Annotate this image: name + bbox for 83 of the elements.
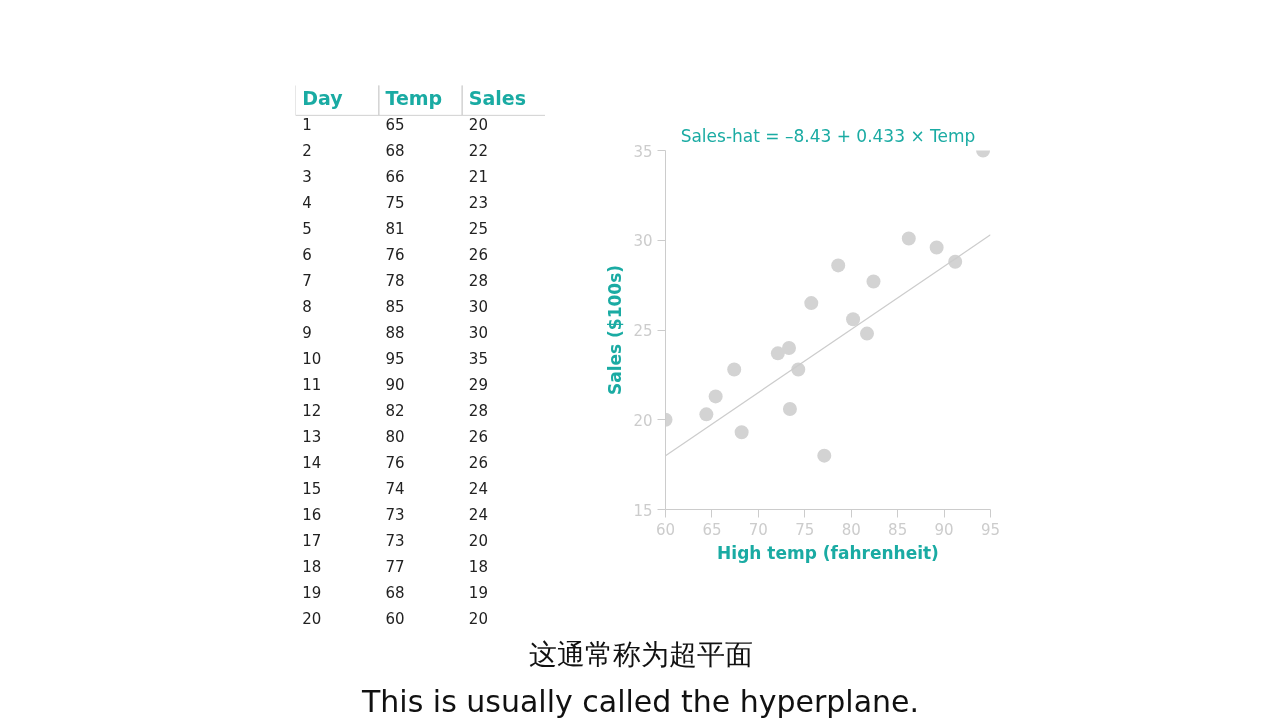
text: 28 [468,401,488,420]
text: 21 [468,168,488,187]
text: 28 [468,272,488,291]
text: 77 [385,557,405,576]
point [831,258,846,273]
text: This is usually called the hyperplane. [360,684,920,720]
text: 18 [468,557,488,576]
text: 14 [302,453,322,472]
text: 20 [468,116,488,135]
text: 23 [468,194,488,213]
text: 12 [302,401,322,420]
chart-title: Sales-hat = –8.43 + 0.433 × Temp [680,125,976,146]
text: 18 [302,557,322,576]
text: 3 [302,168,312,187]
text: 6 [302,246,312,265]
text: 5 [302,220,312,239]
text: 30 [468,324,488,343]
point [866,274,881,289]
text: 73 [385,531,405,550]
text: 11 [302,375,322,394]
text: 75 [385,194,405,213]
text: 20 [468,609,488,628]
text: 76 [385,453,405,472]
point [782,340,796,355]
text: 8 [302,298,312,317]
text: 25 [468,220,488,239]
text: 20 [468,531,488,550]
text: 82 [385,401,405,420]
text: 90 [385,375,405,394]
text: 73 [385,505,405,524]
text: 22 [468,142,488,161]
text: 9 [302,324,312,343]
text: 68 [385,583,405,602]
text: 80 [385,427,405,446]
point [846,312,861,327]
text: 这通常称为超平面 [528,637,753,671]
point [699,407,714,422]
text: 29 [468,375,488,394]
point [782,401,797,416]
text: 88 [385,324,405,343]
text: 1 [302,116,312,135]
text: 66 [385,168,405,187]
text: 78 [385,272,405,291]
text: 20 [302,609,322,628]
point [804,296,819,311]
x-axis-title: High temp (fahrenheit) [717,542,939,563]
text: 35 [468,350,488,368]
text: 13 [302,427,322,446]
text: 19 [468,583,488,602]
text: 65 [385,116,405,135]
text: Sales [468,87,527,110]
text: 26 [468,246,488,265]
point [770,346,785,361]
point [929,240,944,255]
text: 74 [385,479,405,498]
text: 60 [385,609,405,628]
point [860,326,874,341]
text: 26 [468,427,488,446]
point [708,389,723,404]
text: 81 [385,220,405,239]
text: 30 [468,298,488,317]
text: 15 [302,479,322,498]
text: Temp [385,87,443,110]
text: 26 [468,453,488,472]
text: 24 [468,505,488,524]
text: 24 [468,479,488,498]
y-axis-title: Sales ($100s) [605,264,626,396]
point [817,448,832,463]
text: 68 [385,142,405,161]
text: Day [302,87,344,110]
text: 17 [302,531,322,550]
text: 95 [385,350,405,368]
text: 7 [302,272,312,291]
point [901,231,916,246]
text: 10 [302,350,322,368]
point [734,425,749,440]
text: 16 [302,505,322,524]
text: 2 [302,142,312,161]
text: 76 [385,246,405,265]
text: 85 [385,298,405,317]
text: 4 [302,194,312,213]
point [727,362,742,377]
text: 19 [302,583,322,602]
